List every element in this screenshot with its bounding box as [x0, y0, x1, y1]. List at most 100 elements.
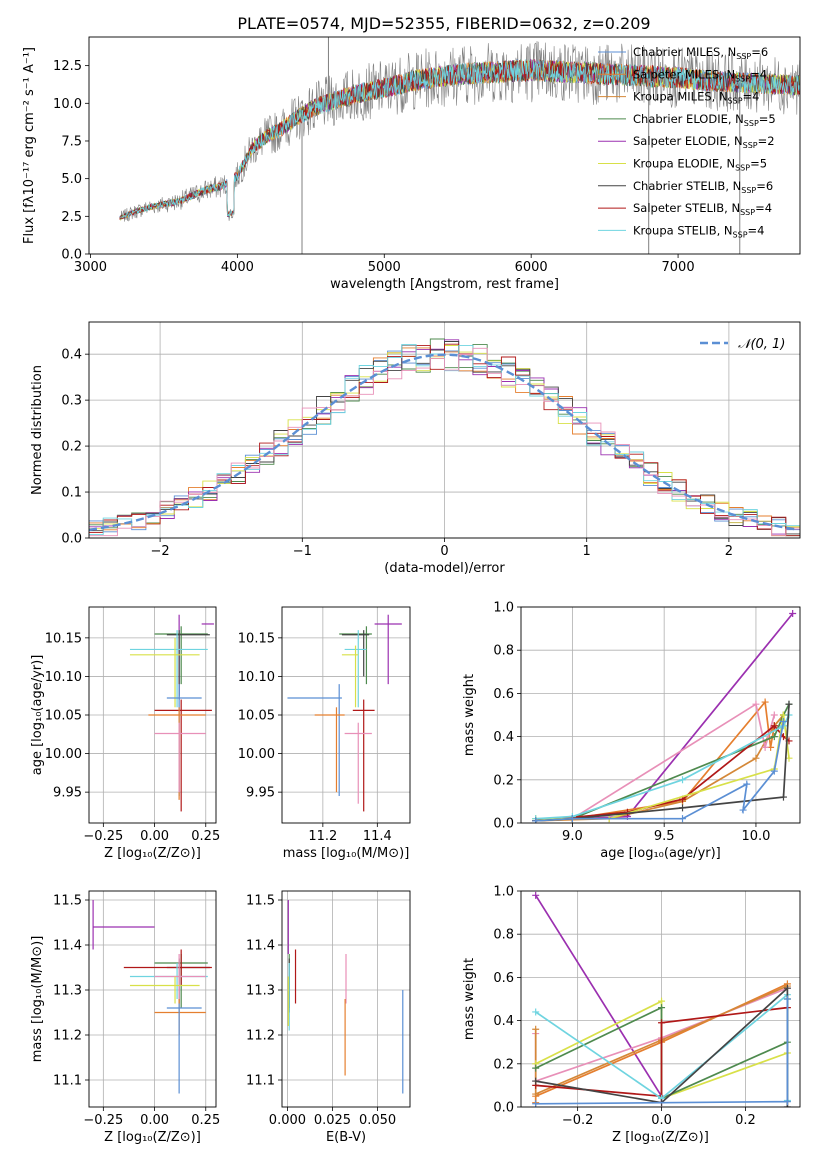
weight-line: [535, 702, 776, 822]
weight-marker: [532, 1090, 540, 1098]
errorbar-point: [287, 684, 342, 796]
y-tick-label: 1.0: [493, 885, 514, 900]
y-tick-label: 11.1: [53, 1074, 82, 1089]
errorbar-point: [166, 1003, 202, 1094]
x-tick-label: 0.00: [140, 1113, 169, 1128]
x-tick-label: 0.050: [359, 1113, 396, 1128]
legend-entry: Kroupa STELIB, NSSP=4: [633, 223, 764, 239]
axes-frame: [88, 36, 801, 255]
x-tick-label: 0.25: [191, 1113, 220, 1128]
weight-marker: [679, 815, 687, 823]
plot-area: [287, 900, 404, 1094]
y-tick-label: 7.5: [61, 134, 82, 149]
panel-mass_vs_Z: −0.25 0.00 0.25 11.1 11.2 11.3 11.4 11.5 Z [log₁…: [30, 890, 220, 1145]
x-tick-label: −1: [293, 544, 312, 559]
y-tick-label: 0.2: [61, 440, 82, 455]
y-tick-label: 11.5: [246, 894, 275, 909]
errorbar-point: [154, 722, 206, 793]
panel-age_vs_mass: 11.2 11.4 9.95 10.00 10.05 10.10 10.15 mass [lo…: [238, 606, 411, 861]
y-tick-label: 10.00: [238, 747, 275, 762]
weight-marker: [532, 1077, 540, 1085]
y-tick-label: 10.0: [53, 97, 82, 112]
x-tick-label: 11.4: [363, 829, 392, 844]
weight-marker: [532, 1100, 540, 1107]
errorbar-point: [166, 684, 202, 796]
y-tick-label: 0.0: [493, 1101, 514, 1116]
axes-frame: [88, 890, 217, 1108]
y-tick-label: 0.0: [61, 532, 82, 547]
errorbar-point: [154, 699, 212, 812]
y-tick-label: 11.3: [53, 984, 82, 999]
y-tick-label: 11.2: [246, 1029, 275, 1044]
x-tick-label: 5000: [368, 260, 401, 275]
x-axis-label: (data-model)/error: [384, 561, 505, 576]
y-tick-label: 0.4: [493, 1014, 514, 1029]
x-tick-label: 0.0: [651, 1113, 672, 1128]
x-axis-label: Z [log₁₀(Z/Z⊙)]: [612, 1130, 709, 1145]
x-axis-label: E(B-V): [326, 1130, 366, 1145]
x-tick-label: 11.2: [308, 829, 337, 844]
weight-marker: [679, 804, 687, 812]
weight-marker: [743, 780, 751, 788]
axes-frame: [281, 890, 411, 1108]
plot-area: [92, 900, 212, 1094]
x-tick-label: 2: [725, 544, 733, 559]
weight-marker: [770, 733, 778, 741]
weight-marker: [752, 754, 760, 762]
y-tick-label: 0.4: [61, 348, 82, 363]
x-tick-label: 4000: [221, 260, 254, 275]
errorbar-point: [129, 630, 208, 708]
y-tick-label: 0.4: [493, 730, 514, 745]
spectrum-line: [119, 59, 800, 219]
legend-entry: Kroupa ELODIE, NSSP=5: [633, 157, 767, 173]
x-tick-label: 7000: [662, 260, 695, 275]
x-tick-label: 1: [583, 544, 591, 559]
y-tick-label: 0.0: [61, 248, 82, 263]
errorbar-point: [129, 637, 200, 708]
y-tick-label: 0.6: [493, 687, 514, 702]
errorbar-point: [166, 958, 210, 1004]
axes-frame: [88, 606, 217, 824]
weight-marker: [568, 815, 576, 823]
x-tick-label: 3000: [74, 260, 107, 275]
errorbar-point: [344, 722, 372, 804]
errorbar-point: [154, 999, 206, 1035]
plot-area: [532, 609, 797, 823]
y-tick-label: 10.10: [238, 670, 275, 685]
y-tick-label: 0.8: [493, 644, 514, 659]
x-tick-label: 0: [440, 544, 448, 559]
plot-area: [119, 37, 800, 254]
errorbar-point: [166, 630, 210, 700]
weight-marker: [658, 1004, 666, 1012]
axes-frame: [520, 606, 801, 824]
legend-entry: Chabrier STELIB, NSSP=6: [633, 179, 773, 195]
legend-entry: Salpeter MILES, NSSP=4: [633, 67, 767, 83]
axes-frame: [520, 890, 801, 1108]
x-tick-label: 0.025: [314, 1113, 351, 1128]
panel-mass_vs_EBV: 0.000 0.025 0.050 11.1 11.2 11.3 11.4 11.5 E(B-V…: [246, 890, 411, 1145]
y-tick-label: 1.0: [493, 601, 514, 616]
x-tick-label: 0.2: [735, 1113, 756, 1128]
figure-title: PLATE=0574, MJD=52355, FIBERID=0632, z=0…: [237, 14, 650, 33]
errorbar-point: [314, 707, 345, 793]
panels: 3000 4000 5000 6000 70000.02.55.07.510.012.5…: [22, 36, 801, 1145]
y-tick-label: 10.10: [45, 670, 82, 685]
y-tick-label: 10.00: [45, 747, 82, 762]
panel-age_vs_Z: −0.25 0.00 0.25 9.95 10.00 10.05 10.10 10.15 Z […: [30, 606, 220, 861]
weight-marker: [761, 743, 769, 751]
weight-marker: [532, 1025, 540, 1033]
x-tick-label: 9.5: [654, 829, 675, 844]
x-tick-label: 9.0: [562, 829, 583, 844]
y-tick-label: 11.4: [53, 939, 82, 954]
errorbar-point: [341, 645, 359, 708]
y-tick-label: 10.15: [45, 631, 82, 646]
y-tick-label: 11.5: [53, 894, 82, 909]
weight-marker: [532, 817, 540, 823]
errorbar-point: [129, 963, 208, 999]
weight-marker: [779, 793, 787, 801]
axes-frame: [281, 606, 411, 824]
y-axis-label: Normed distribution: [30, 365, 45, 495]
y-axis-label: age [log₁₀(age/yr)]: [30, 655, 45, 776]
y-axis-label: mass weight: [462, 958, 477, 1040]
